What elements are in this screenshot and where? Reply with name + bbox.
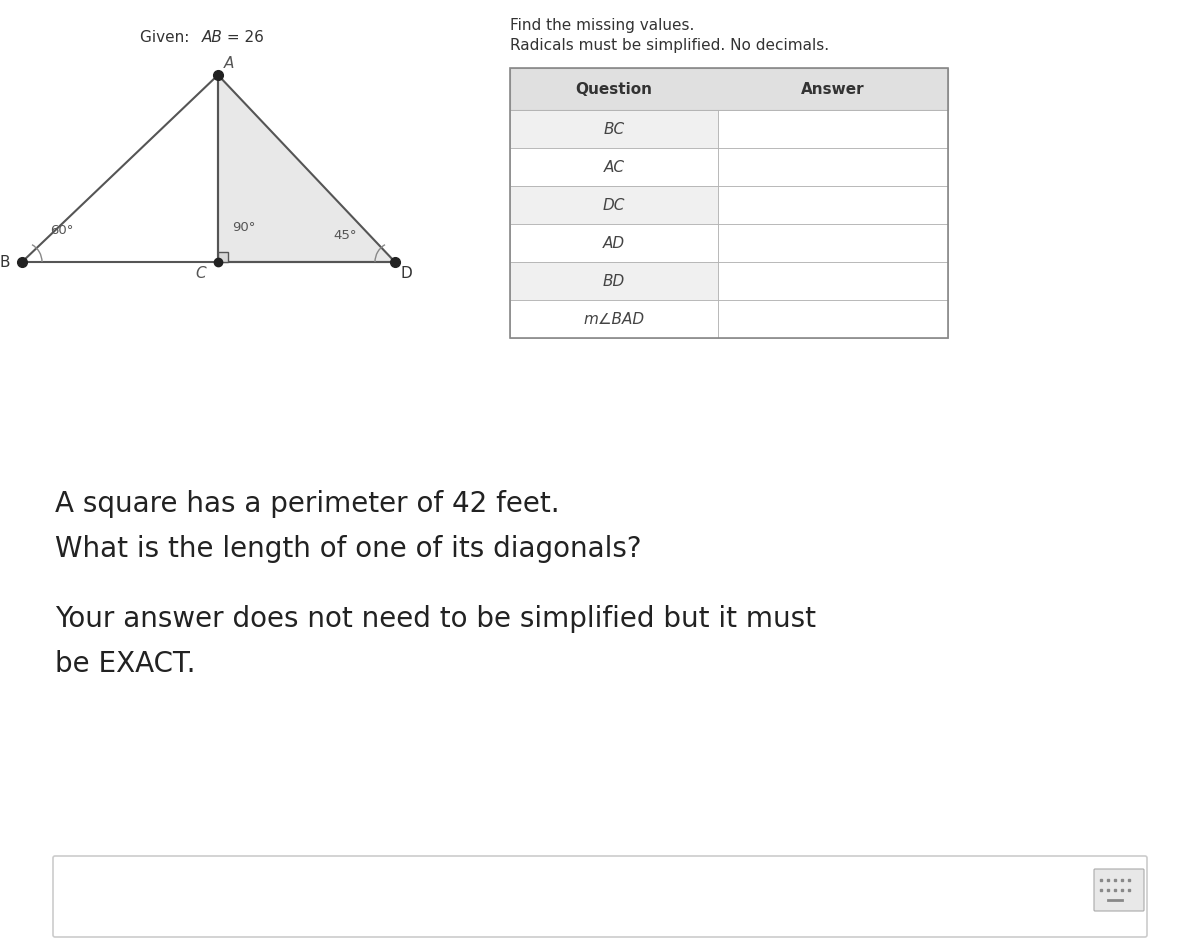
Text: D: D [401, 266, 413, 281]
Bar [718, 300, 948, 338]
Text: BD: BD [602, 274, 625, 289]
Text: B: B [0, 254, 10, 269]
Text: 45°: 45° [334, 229, 356, 242]
Bar [510, 110, 718, 148]
Text: C: C [196, 266, 206, 281]
Text: AD: AD [602, 235, 625, 250]
Bar [718, 148, 948, 186]
FancyBboxPatch shape [53, 856, 1147, 937]
Bar [510, 68, 948, 338]
Text: Find the missing values.: Find the missing values. [510, 18, 695, 33]
Bar [510, 148, 718, 186]
Text: = 26: = 26 [222, 30, 264, 45]
Polygon shape [218, 75, 395, 262]
Bar [510, 262, 718, 300]
Bar [718, 110, 948, 148]
Bar [718, 186, 948, 224]
Text: AC: AC [604, 160, 624, 174]
Text: AB: AB [202, 30, 223, 45]
Text: 60°: 60° [50, 224, 73, 237]
Bar [718, 224, 948, 262]
Bar [510, 224, 718, 262]
FancyBboxPatch shape [1094, 869, 1144, 911]
Bar [510, 186, 718, 224]
Text: be EXACT.: be EXACT. [55, 650, 196, 678]
Text: A square has a perimeter of 42 feet.: A square has a perimeter of 42 feet. [55, 490, 559, 518]
Text: Answer: Answer [802, 82, 865, 97]
Bar [718, 262, 948, 300]
Text: BC: BC [604, 121, 624, 136]
Text: Radicals must be simplified. No decimals.: Radicals must be simplified. No decimals… [510, 38, 829, 53]
Text: A: A [224, 56, 234, 71]
Bar [510, 300, 718, 338]
Text: Given:: Given: [140, 30, 199, 45]
Text: m∠BAD: m∠BAD [583, 311, 644, 327]
Text: DC: DC [602, 198, 625, 213]
Text: Your answer does not need to be simplified but it must: Your answer does not need to be simplifi… [55, 605, 816, 633]
Text: Question: Question [576, 82, 653, 97]
Bar [218, 252, 228, 262]
Bar [510, 68, 948, 110]
Text: 90°: 90° [232, 221, 256, 234]
Text: What is the length of one of its diagonals?: What is the length of one of its diagona… [55, 535, 642, 563]
